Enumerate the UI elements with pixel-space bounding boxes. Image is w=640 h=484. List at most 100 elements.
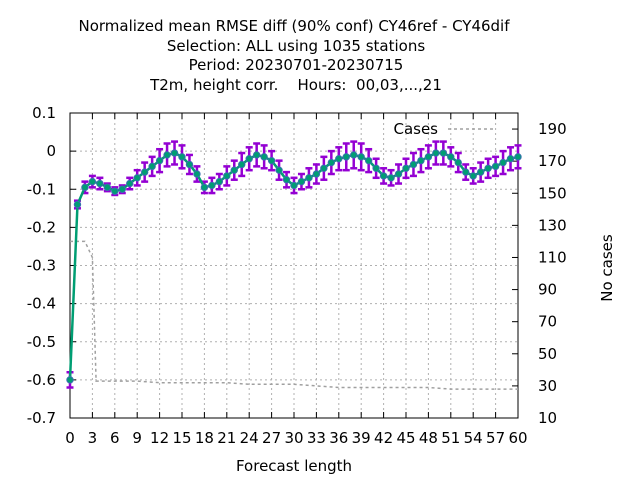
mean-diff-point xyxy=(320,164,328,172)
mean-diff-point xyxy=(305,174,313,182)
mean-diff-point xyxy=(260,153,268,161)
x-tick-label: 27 xyxy=(262,429,281,447)
mean-diff-point xyxy=(163,151,171,159)
mean-diff-point xyxy=(454,158,462,167)
y-tick-label: -0.3 xyxy=(27,257,56,275)
plot-frame xyxy=(69,112,519,419)
mean-diff-point xyxy=(96,179,104,188)
x-tick-label: 39 xyxy=(352,429,371,447)
x-tick-label: 0 xyxy=(65,429,75,447)
mean-diff-point xyxy=(476,168,485,176)
mean-diff-point xyxy=(335,155,343,163)
x-tick-label: 3 xyxy=(88,429,98,447)
mean-diff-point xyxy=(290,181,298,190)
x-tick-label: 6 xyxy=(110,429,120,447)
x-tick-label: 33 xyxy=(307,429,326,447)
x-tick-label: 21 xyxy=(217,429,236,447)
mean-diff-point xyxy=(208,181,216,190)
mean-diff-point xyxy=(439,149,448,157)
x-tick-label: 18 xyxy=(195,429,214,447)
x-tick-label: 48 xyxy=(419,429,438,447)
mean-diff-point xyxy=(238,160,246,169)
mean-diff-point xyxy=(462,168,470,176)
mean-diff-point xyxy=(387,174,395,182)
axes: 0 3 6 9 12 15 18 21 24 27 30 33 36 39 42 45 48 51 54 57 600.… xyxy=(27,104,567,447)
mean-diff-point xyxy=(282,176,291,184)
mean-diff-point xyxy=(424,153,433,161)
mean-diff-point xyxy=(66,376,74,384)
mean-diff-point xyxy=(402,164,410,172)
y2-tick-label: 170 xyxy=(538,152,567,170)
y2-tick-label: 10 xyxy=(538,409,557,427)
mean-diff-point xyxy=(215,177,224,186)
mean-diff-point xyxy=(193,170,201,178)
mean-diff-point xyxy=(469,172,477,180)
mean-diff-point xyxy=(200,183,209,192)
title-line-2: Selection: ALL using 1035 stations xyxy=(167,37,426,55)
mean-diff-point xyxy=(140,168,149,176)
mean-diff-point xyxy=(88,177,97,186)
mean-diff-point xyxy=(506,155,515,163)
y-tick-label: -0.2 xyxy=(27,218,56,236)
cases-line xyxy=(70,240,518,390)
x-tick-label: 36 xyxy=(329,429,348,447)
mean-diff-point xyxy=(133,174,141,182)
x-tick-label: 57 xyxy=(486,429,505,447)
mean-diff-point xyxy=(327,158,336,167)
mean-diff-point xyxy=(379,172,388,180)
cases-series xyxy=(70,240,518,390)
title-line-3: Period: 20230701-20230715 xyxy=(189,56,404,74)
y-tick-label: -0.4 xyxy=(27,295,56,313)
mean-diff-point xyxy=(342,153,350,161)
x-tick-label: 12 xyxy=(150,429,169,447)
mean-diff-point xyxy=(73,200,82,209)
x-tick-label: 42 xyxy=(374,429,393,447)
y-tick-label: -0.1 xyxy=(27,180,56,198)
y-tick-label: -0.7 xyxy=(27,409,56,427)
mean-diff-point xyxy=(81,183,89,192)
mean-diff-point xyxy=(245,155,253,163)
mean-diff-point xyxy=(126,179,134,188)
mean-diff-point xyxy=(514,153,522,161)
mean-diff-point xyxy=(103,183,112,192)
legend: Cases xyxy=(393,120,495,138)
title-line-1: Normalized mean RMSE diff (90% conf) CY4… xyxy=(78,17,510,35)
mean-diff-point xyxy=(275,166,283,174)
y2-axis-label: No cases xyxy=(598,234,616,302)
y2-tick-label: 70 xyxy=(538,313,557,331)
mean-diff-point xyxy=(350,151,358,159)
x-tick-label: 60 xyxy=(508,429,527,447)
mean-diff-point xyxy=(364,156,373,165)
x-tick-label: 54 xyxy=(464,429,483,447)
mean-diff-point xyxy=(267,156,276,165)
mean-diff-point xyxy=(417,156,425,165)
title-line-4: T2m, height corr. Hours: 00,03,...,21 xyxy=(149,76,442,94)
x-axis-label: Forecast length xyxy=(236,457,352,475)
y2-tick-label: 110 xyxy=(538,248,567,266)
mean-diff-point xyxy=(170,149,179,157)
mean-diff-point xyxy=(178,153,186,161)
y-tick-label: 0 xyxy=(46,142,56,160)
mean-diff-point xyxy=(118,185,126,193)
mean-diff-point xyxy=(499,158,507,167)
x-tick-label: 51 xyxy=(441,429,460,447)
mean-diff-point xyxy=(297,177,306,186)
y2-tick-label: 150 xyxy=(538,184,567,202)
mean-diff-point xyxy=(357,153,365,161)
x-tick-label: 45 xyxy=(396,429,415,447)
legend-label-cases: Cases xyxy=(393,120,438,138)
y2-tick-label: 30 xyxy=(538,377,557,395)
y2-tick-label: 90 xyxy=(538,281,557,299)
y-tick-label: -0.6 xyxy=(27,371,56,389)
mean-diff-point xyxy=(312,170,321,178)
x-tick-label: 15 xyxy=(172,429,191,447)
mean-diff-point xyxy=(223,172,231,180)
mean-diff-point xyxy=(252,151,261,159)
chart-title: Normalized mean RMSE diff (90% conf) CY4… xyxy=(78,17,510,94)
mean-diff-point xyxy=(230,166,238,174)
mean-diff-point xyxy=(394,170,403,178)
mean-diff-point xyxy=(148,162,156,171)
y2-tick-label: 130 xyxy=(538,216,567,234)
